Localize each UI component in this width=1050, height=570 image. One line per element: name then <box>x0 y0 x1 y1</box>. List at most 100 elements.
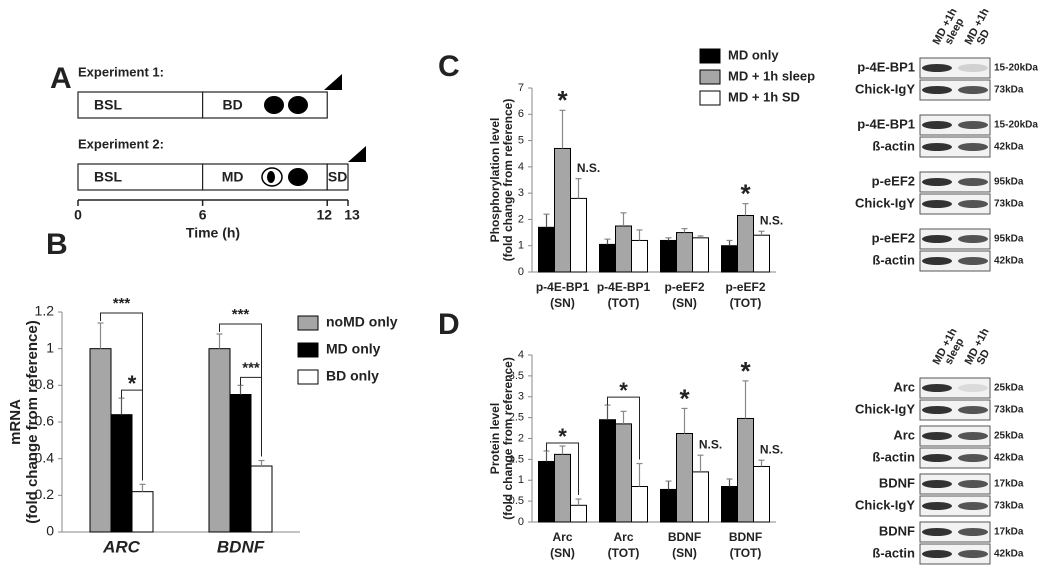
blot-size: 15-20kDa <box>994 120 1038 131</box>
blot-strip <box>919 136 991 158</box>
significance-label: N.S. <box>760 213 783 227</box>
time-arrow <box>324 74 342 90</box>
time-tick-label: 0 <box>74 207 82 223</box>
blot-band <box>922 384 952 392</box>
blot-strip <box>919 250 991 272</box>
session-marker <box>288 168 308 186</box>
y-axis-label: (fold change from reference) <box>501 99 515 262</box>
y-axis-label: (fold change from reference) <box>24 320 41 523</box>
error-bar <box>575 178 582 199</box>
bar <box>131 491 154 533</box>
legend-swatch <box>297 369 319 385</box>
blot-band <box>922 86 952 94</box>
blot-band <box>922 121 952 129</box>
blot-label: ß-actin <box>872 545 915 560</box>
blot-band <box>958 121 988 129</box>
significance-label: * <box>557 85 568 115</box>
error-bar <box>697 235 704 238</box>
segment-label: BD <box>222 97 242 113</box>
significance-label: * <box>679 383 690 413</box>
error-bar <box>604 404 611 420</box>
bar <box>676 232 693 273</box>
bar <box>676 432 693 523</box>
bar <box>110 414 133 533</box>
timeline-segment <box>326 163 349 191</box>
time-axis-label: Time (h) <box>186 225 240 241</box>
error-bar <box>258 459 265 466</box>
y-tick-label: 3 <box>518 391 524 403</box>
time-tick-label: 13 <box>344 207 360 223</box>
experiment-label: Experiment 2: <box>78 136 164 151</box>
time-tick-label: 6 <box>199 207 207 223</box>
y-tick-label: 0 <box>518 516 524 528</box>
session-marker <box>288 96 308 114</box>
error-bar <box>636 462 643 487</box>
bar <box>615 225 632 273</box>
error-bar <box>726 478 733 487</box>
panel-letter: B <box>46 228 68 261</box>
x-tick-label: (TOT) <box>730 546 762 560</box>
error-bar <box>575 498 582 506</box>
timeline-segment <box>77 91 204 119</box>
significance-label: * <box>740 356 751 386</box>
y-tick-label: 2.5 <box>509 412 524 424</box>
y-axis-label: (fold change from reference) <box>501 357 515 520</box>
x-tick-label: p-eEF2 <box>664 280 704 294</box>
blot-band <box>958 235 988 243</box>
significance-label: *** <box>242 359 260 376</box>
blot-strip <box>919 79 991 101</box>
blot-strip <box>919 193 991 215</box>
blot-strip <box>919 425 991 447</box>
bar <box>554 453 571 523</box>
y-tick-label: 4 <box>518 161 524 173</box>
legend-label: MD only <box>326 341 381 357</box>
x-tick-label: (TOT) <box>608 296 640 310</box>
legend-label: MD + 1h sleep <box>728 68 815 83</box>
error-bar <box>543 213 550 228</box>
blot-label: Arc <box>893 427 915 442</box>
bar <box>737 417 754 523</box>
blot-size: 95kDa <box>994 177 1024 188</box>
y-axis-label: mRNA <box>7 399 24 445</box>
blot-strip <box>919 228 991 250</box>
x-tick-label: (TOT) <box>730 296 762 310</box>
significance-bracket <box>607 396 640 460</box>
blot-band <box>958 528 988 536</box>
blot-label: ß-actin <box>872 138 915 153</box>
blot-band <box>922 178 952 186</box>
blot-strip <box>919 57 991 79</box>
blot-label: BDNF <box>879 475 915 490</box>
blot-strip <box>919 171 991 193</box>
blot-label: p-eEF2 <box>872 173 915 188</box>
y-axis-label: Protein level <box>488 403 502 474</box>
significance-label: * <box>740 179 751 209</box>
blot-size: 17kDa <box>994 527 1024 538</box>
blot-size: 25kDa <box>994 431 1024 442</box>
significance-label: N.S. <box>699 437 722 451</box>
blot-band <box>958 86 988 94</box>
error-bar <box>237 384 244 395</box>
error-bar <box>559 445 566 455</box>
blot-size: 42kDa <box>994 256 1024 267</box>
blot-size: 73kDa <box>994 85 1024 96</box>
y-tick-label: 0 <box>518 266 524 278</box>
y-tick-label: 3 <box>518 187 524 199</box>
bar <box>631 486 648 523</box>
blot-band <box>922 454 952 462</box>
significance-bracket <box>546 442 579 496</box>
blot-band <box>922 200 952 208</box>
x-tick-label: (SN) <box>672 296 697 310</box>
y-tick-label: 0.5 <box>509 495 524 507</box>
blot-band <box>958 178 988 186</box>
legend-swatch <box>699 90 721 106</box>
bar <box>737 214 754 273</box>
blot-strip <box>919 447 991 469</box>
blot-label: BDNF <box>879 523 915 538</box>
blot-strip <box>919 114 991 136</box>
legend-label: BD only <box>326 368 379 384</box>
legend-swatch <box>699 69 721 85</box>
x-tick-label: Arc <box>613 530 633 544</box>
time-tick-label: 12 <box>316 207 332 223</box>
blot-band <box>958 480 988 488</box>
